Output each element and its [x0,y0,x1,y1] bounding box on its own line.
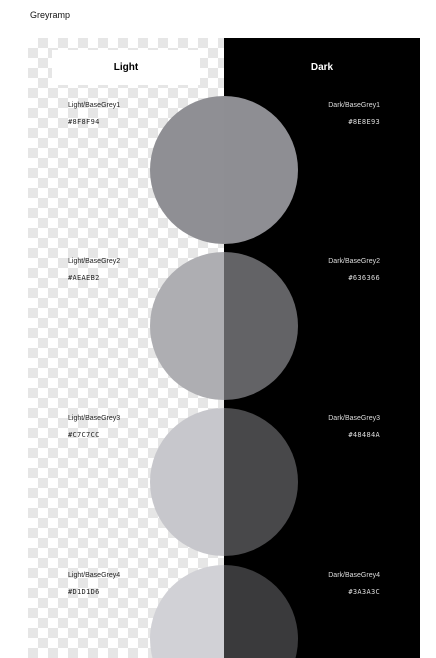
swatch-4-light-hex: #D1D1D6 [68,588,100,596]
swatch-4-light-label: Light/BaseGrey4 #D1D1D6 [68,572,120,596]
swatch-1-dark-half [224,96,298,244]
swatch-1-dark-label: Dark/BaseGrey1 #8E8E93 [328,102,380,126]
swatch-4-light-half [150,565,224,658]
swatch-3-light-label: Light/BaseGrey3 #C7C7CC [68,415,120,439]
swatch-3-dark-half [224,408,298,556]
greyramp-board: Light Light/BaseGrey1 #8F8F94 Light/Base… [28,38,420,658]
swatch-1-light-name: Light/BaseGrey1 [68,102,121,109]
swatch-3-dark-label: Dark/BaseGrey3 #48484A [328,415,380,439]
swatch-4-light-name: Light/BaseGrey4 [68,572,121,579]
swatch-1-dark-name: Dark/BaseGrey1 [328,102,380,109]
swatch-1-light-half [150,96,224,244]
swatch-2-dark-name: Dark/BaseGrey2 [328,258,380,265]
swatch-3-light-name: Light/BaseGrey3 [68,415,121,422]
swatch-2-light-hex: #AEAEB2 [68,274,100,282]
swatch-3-light-hex: #C7C7CC [68,431,100,439]
swatch-4-dark-half [224,565,298,658]
swatch-1-light-hex: #8F8F94 [68,118,100,126]
swatch-3-dark-hex: #48484A [348,431,380,439]
swatch-1-light-label: Light/BaseGrey1 #8F8F94 [68,102,120,126]
swatch-3-dark-name: Dark/BaseGrey3 [328,415,380,422]
light-header: Light [52,50,200,85]
swatch-2-light-half [150,252,224,400]
swatch-2-dark-half [224,252,298,400]
swatch-4-dark-name: Dark/BaseGrey4 [328,572,380,579]
dark-panel: Dark Dark/BaseGrey1 #8E8E93 Dark/BaseGre… [224,38,420,658]
swatch-2-light-label: Light/BaseGrey2 #AEAEB2 [68,258,120,282]
swatch-2-dark-hex: #636366 [348,274,380,282]
swatch-4-dark-hex: #3A3A3C [348,588,380,596]
swatch-3-light-half [150,408,224,556]
light-panel: Light Light/BaseGrey1 #8F8F94 Light/Base… [28,38,224,658]
dark-header: Dark [310,62,334,73]
swatch-4-dark-label: Dark/BaseGrey4 #3A3A3C [328,572,380,596]
page-title: Greyramp [30,10,71,20]
swatch-2-dark-label: Dark/BaseGrey2 #636366 [328,258,380,282]
swatch-1-dark-hex: #8E8E93 [348,118,380,126]
swatch-2-light-name: Light/BaseGrey2 [68,258,121,265]
